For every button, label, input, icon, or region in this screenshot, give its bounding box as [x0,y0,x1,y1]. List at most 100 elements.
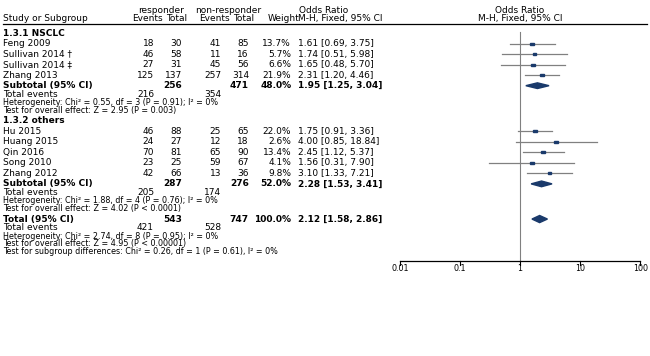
Text: Total events: Total events [3,224,58,232]
Text: Total: Total [233,15,254,23]
Text: 25: 25 [171,158,182,167]
Text: 0.01: 0.01 [391,264,408,273]
Text: 52.0%: 52.0% [260,179,291,188]
Text: Total events: Total events [3,188,58,197]
Text: Study or Subgroup: Study or Subgroup [3,15,88,23]
Text: M-H, Fixed, 95% CI: M-H, Fixed, 95% CI [298,15,382,23]
Text: Subtotal (95% CI): Subtotal (95% CI) [3,179,93,188]
Text: 90: 90 [237,148,249,157]
Polygon shape [532,215,547,222]
Text: 1.65 [0.48, 5.70]: 1.65 [0.48, 5.70] [298,60,374,69]
Text: 27: 27 [142,60,154,69]
Polygon shape [531,181,552,187]
Text: 314: 314 [232,71,249,80]
Text: 36: 36 [237,169,249,178]
Text: 21.9%: 21.9% [263,71,291,80]
Text: Test for subgroup differences: Chi² = 0.26, df = 1 (P = 0.61), I² = 0%: Test for subgroup differences: Chi² = 0.… [3,247,278,256]
Text: Qin 2016: Qin 2016 [3,148,44,157]
Bar [547,172,551,174]
Text: 174: 174 [204,188,221,197]
Polygon shape [526,83,549,89]
Text: non-responder: non-responder [196,6,261,15]
Text: Total events: Total events [3,90,58,99]
Text: 137: 137 [164,71,182,80]
Text: Events: Events [199,15,230,23]
Text: 2.31 [1.20, 4.46]: 2.31 [1.20, 4.46] [298,71,373,80]
Text: 13.7%: 13.7% [263,39,291,48]
Text: 27: 27 [171,137,182,146]
Text: 70: 70 [142,148,154,157]
Text: 24: 24 [143,137,154,146]
Text: Test for overall effect: Z = 2.95 (P = 0.003): Test for overall effect: Z = 2.95 (P = 0… [3,106,177,115]
Text: 23: 23 [142,158,154,167]
Text: 4.1%: 4.1% [268,158,291,167]
Text: Zhang 2013: Zhang 2013 [3,71,58,80]
Text: 16: 16 [237,50,249,59]
Text: 216: 216 [137,90,154,99]
Text: Zhang 2012: Zhang 2012 [3,169,58,178]
Text: 46: 46 [142,127,154,136]
Text: Events: Events [132,15,163,23]
Text: 88: 88 [170,127,182,136]
Text: 354: 354 [204,90,221,99]
Text: Heterogeneity: Chi² = 1.88, df = 4 (P = 0.76); I² = 0%: Heterogeneity: Chi² = 1.88, df = 4 (P = … [3,197,218,205]
Text: 471: 471 [230,81,249,90]
Text: 2.28 [1.53, 3.41]: 2.28 [1.53, 3.41] [298,179,382,188]
Text: 9.8%: 9.8% [268,169,291,178]
Text: 81: 81 [170,148,182,157]
Text: Subtotal (95% CI): Subtotal (95% CI) [3,81,93,90]
Text: 1.3.2 others: 1.3.2 others [3,116,65,125]
Bar [540,74,544,76]
Text: 58: 58 [170,50,182,59]
Text: 528: 528 [204,224,221,232]
Text: Odds Ratio: Odds Ratio [299,6,348,15]
Text: 30: 30 [170,39,182,48]
Text: 85: 85 [237,39,249,48]
Text: 125: 125 [137,71,154,80]
Text: Test for overall effect: Z = 4.02 (P < 0.0001): Test for overall effect: Z = 4.02 (P < 0… [3,204,181,213]
Text: 3.10 [1.33, 7.21]: 3.10 [1.33, 7.21] [298,169,374,178]
Text: Total: Total [166,15,187,23]
Text: 6.6%: 6.6% [268,60,291,69]
Text: 48.0%: 48.0% [260,81,291,90]
Text: 747: 747 [230,215,249,224]
Text: Song 2010: Song 2010 [3,158,52,167]
Text: 18: 18 [142,39,154,48]
Text: 1.56 [0.31, 7.90]: 1.56 [0.31, 7.90] [298,158,374,167]
Text: 22.0%: 22.0% [263,127,291,136]
Bar [532,130,536,132]
Bar [554,141,558,143]
Text: 1.3.1 NSCLC: 1.3.1 NSCLC [3,29,65,38]
Text: 41: 41 [210,39,221,48]
Text: 56: 56 [237,60,249,69]
Text: 1: 1 [517,264,523,273]
Text: 100: 100 [632,264,648,273]
Text: 2.12 [1.58, 2.86]: 2.12 [1.58, 2.86] [298,215,382,224]
Text: Weight: Weight [268,15,299,23]
Text: 5.7%: 5.7% [268,50,291,59]
Text: 1.75 [0.91, 3.36]: 1.75 [0.91, 3.36] [298,127,374,136]
Text: Test for overall effect: Z = 4.95 (P < 0.00001): Test for overall effect: Z = 4.95 (P < 0… [3,239,187,248]
Text: 12: 12 [210,137,221,146]
Text: 18: 18 [237,137,249,146]
Text: responder: responder [138,6,185,15]
Text: 1.74 [0.51, 5.98]: 1.74 [0.51, 5.98] [298,50,374,59]
Text: 45: 45 [210,60,221,69]
Text: 11: 11 [209,50,221,59]
Text: Feng 2009: Feng 2009 [3,39,51,48]
Text: 543: 543 [163,215,182,224]
Text: 25: 25 [210,127,221,136]
Text: M-H, Fixed, 95% CI: M-H, Fixed, 95% CI [478,15,562,23]
Text: Huang 2015: Huang 2015 [3,137,58,146]
Text: Odds Ratio: Odds Ratio [495,6,545,15]
Text: 65: 65 [237,127,249,136]
Text: 10: 10 [575,264,585,273]
Text: 0.1: 0.1 [454,264,466,273]
Bar [541,151,545,153]
Bar [530,162,534,164]
Text: 256: 256 [163,81,182,90]
Text: 13: 13 [209,169,221,178]
Text: 2.6%: 2.6% [268,137,291,146]
Text: 1.95 [1.25, 3.04]: 1.95 [1.25, 3.04] [298,81,382,90]
Text: 66: 66 [170,169,182,178]
